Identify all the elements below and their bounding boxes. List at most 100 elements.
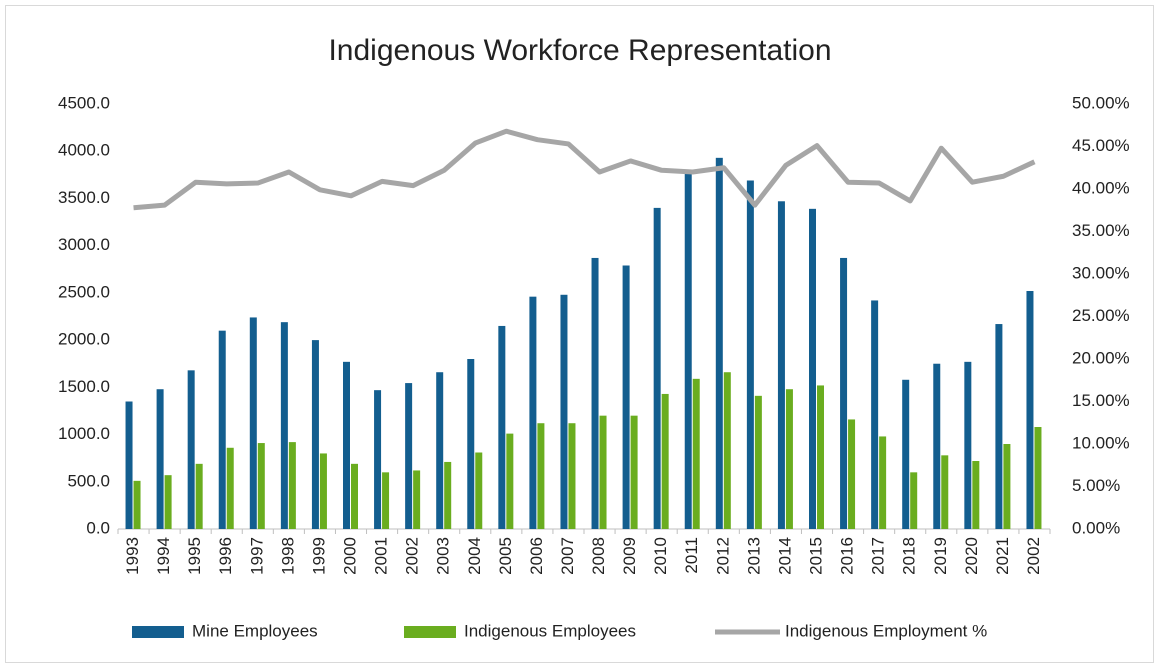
bar	[351, 463, 358, 529]
y-tick-label: 500.0	[67, 471, 110, 490]
y-tick-label: 1000.0	[58, 424, 110, 443]
line	[133, 128, 1036, 211]
bar	[1034, 427, 1042, 529]
bar	[436, 372, 444, 529]
bar	[871, 300, 879, 529]
bar	[995, 324, 1003, 529]
legend-label: Indigenous Employment %	[785, 621, 987, 640]
x-tick-label: 1997	[247, 537, 266, 575]
bar	[599, 415, 607, 529]
y2-tick-label: 30.00%	[1072, 263, 1130, 282]
bar	[941, 455, 949, 529]
y2-tick-label: 15.00%	[1072, 391, 1130, 410]
y2-tick-label: 40.00%	[1072, 178, 1130, 197]
y-tick-label: 4000.0	[58, 141, 110, 160]
bar	[809, 208, 816, 530]
x-tick-label: 2013	[744, 537, 763, 575]
bar	[879, 436, 887, 529]
bar	[529, 296, 537, 529]
bar	[374, 390, 382, 529]
y-tick-label: 2000.0	[58, 330, 110, 349]
y2-tick-label: 5.00%	[1072, 476, 1120, 495]
x-tick-label: 2002	[403, 537, 422, 575]
bar	[902, 379, 910, 529]
x-tick-label: 2006	[527, 537, 546, 575]
x-tick-label: 2007	[558, 537, 577, 575]
y-tick-label: 3500.0	[58, 188, 110, 207]
x-tick-label: 2010	[651, 537, 670, 575]
y2-tick-label: 10.00%	[1072, 433, 1130, 452]
x-tick-label: 2014	[775, 537, 794, 575]
bar	[537, 423, 545, 529]
bar	[964, 361, 972, 529]
bar	[506, 433, 514, 529]
bar	[164, 475, 172, 529]
y-tick-label: 3000.0	[58, 235, 110, 254]
x-tick-label: 2011	[682, 537, 701, 574]
bar	[1026, 291, 1034, 529]
x-tick-label: 2009	[620, 537, 639, 575]
bar	[311, 340, 319, 529]
x-tick-label: 2001	[372, 537, 391, 575]
y-tick-label: 4500.0	[58, 93, 110, 112]
bar	[560, 294, 568, 529]
y2-tick-label: 0.00%	[1072, 518, 1120, 537]
x-tick-label: 1999	[309, 537, 328, 575]
bar	[777, 201, 785, 529]
bar	[343, 361, 350, 529]
x-tick-label: 2018	[900, 537, 919, 575]
x-tick-label: 2005	[496, 537, 515, 575]
bar	[498, 325, 506, 529]
bar	[622, 265, 630, 529]
bar	[156, 389, 164, 529]
bar	[785, 389, 793, 529]
x-tick-label: 2004	[465, 537, 484, 575]
bar	[280, 322, 288, 529]
x-tick-label: 2012	[713, 537, 732, 575]
y2-tick-label: 45.00%	[1072, 136, 1130, 155]
x-tick-label: 2002	[1024, 537, 1043, 575]
bar	[467, 359, 475, 529]
bar	[933, 363, 941, 529]
bar	[187, 370, 195, 529]
x-tick-label: 2021	[993, 537, 1012, 575]
bar	[840, 257, 848, 529]
bar	[382, 472, 390, 529]
x-tick-label: 2019	[931, 537, 950, 575]
chart-title: Indigenous Workforce Representation	[328, 34, 831, 67]
chart-border	[5, 5, 1154, 663]
x-tick-label: 2017	[869, 537, 888, 575]
bar	[848, 419, 856, 529]
y2-tick-label: 25.00%	[1072, 306, 1130, 325]
x-tick-label: 1998	[278, 537, 297, 575]
y-tick-label: 0.0	[86, 518, 110, 537]
bar	[692, 378, 700, 529]
bar	[715, 157, 723, 530]
y-tick-label: 1500.0	[58, 377, 110, 396]
bar	[568, 423, 576, 529]
bar	[249, 317, 257, 529]
bar	[133, 480, 141, 529]
bar	[817, 385, 824, 529]
bar	[257, 443, 265, 529]
bar	[591, 257, 599, 529]
x-tick-label: 2020	[962, 537, 981, 575]
x-tick-label: 1993	[123, 537, 142, 575]
bar	[226, 447, 234, 529]
bar	[1003, 444, 1011, 529]
x-tick-label: 2016	[838, 537, 857, 575]
legend-label: Indigenous Employees	[464, 621, 636, 640]
bar	[630, 415, 638, 529]
y-tick-label: 2500.0	[58, 282, 110, 301]
legend-swatch	[404, 626, 456, 638]
y2-tick-label: 35.00%	[1072, 221, 1130, 240]
bar	[195, 463, 203, 529]
bar	[661, 393, 669, 529]
bar	[218, 330, 226, 529]
bar	[319, 453, 327, 529]
y2-tick-label: 20.00%	[1072, 348, 1130, 367]
x-tick-label: 1994	[154, 537, 173, 575]
bar	[910, 472, 918, 529]
legend-swatch	[132, 626, 184, 638]
